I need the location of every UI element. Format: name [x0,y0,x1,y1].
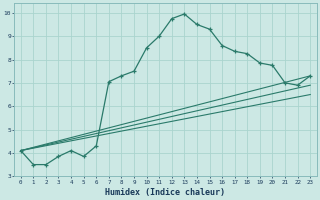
X-axis label: Humidex (Indice chaleur): Humidex (Indice chaleur) [106,188,226,197]
